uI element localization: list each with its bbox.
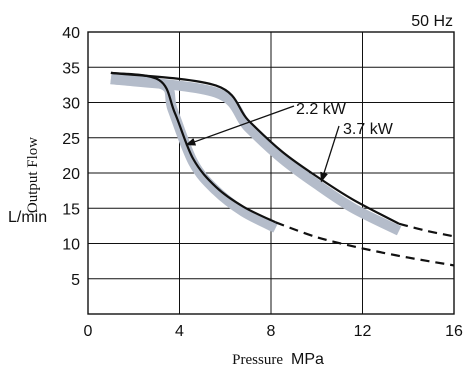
y-tick-label: 15: [62, 201, 80, 218]
frequency-label: 50 Hz: [411, 13, 453, 30]
x-tick-label: 16: [445, 323, 463, 340]
series-label-2-2-kw: 2.2 kW: [296, 101, 347, 118]
y-tick-label: 10: [62, 237, 80, 254]
gridlines: [88, 32, 454, 314]
dashed-line-3-7-kw: [398, 222, 455, 238]
y-tick-labels: 5 10 15 20 25 30 35 40: [62, 25, 80, 289]
x-tick-label: 4: [175, 323, 184, 340]
dashed-line-2-2-kw: [275, 221, 455, 267]
x-tick-label: 12: [354, 323, 372, 340]
annotations: 2.2 kW 3.7 kW: [185, 101, 394, 183]
y-tick-label: 5: [71, 272, 80, 289]
y-tick-label: 35: [62, 60, 80, 77]
y-axis-unit: L/min: [8, 209, 47, 226]
y-tick-label: 30: [62, 96, 80, 113]
y-tick-label: 20: [62, 166, 80, 183]
y-tick-label: 40: [62, 25, 80, 42]
y-tick-label: 25: [62, 131, 80, 148]
line-3-7-kw: [110, 71, 400, 225]
leader-2-2-kw: [185, 105, 295, 146]
line-2-2-kw: [110, 71, 277, 224]
plot-frame: [87, 31, 455, 315]
leader-3-7-kw: [320, 125, 340, 183]
x-tick-label: 0: [84, 323, 93, 340]
x-tick-labels: 0 4 8 12 16: [84, 323, 463, 340]
band-3-7-kw: [110, 74, 402, 236]
x-axis-title: Pressure: [232, 352, 283, 368]
x-axis-unit: MPa: [291, 351, 324, 368]
x-tick-label: 8: [267, 323, 276, 340]
band-2-2-kw: [110, 74, 278, 233]
curves: [110, 71, 455, 267]
y-axis-title: Output Flow: [25, 137, 41, 213]
series-label-3-7-kw: 3.7 kW: [343, 121, 394, 138]
